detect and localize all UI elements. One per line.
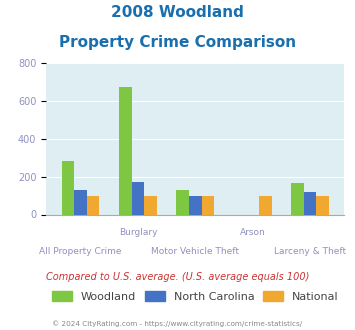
Text: Arson: Arson bbox=[240, 228, 266, 237]
Bar bbox=[202, 195, 214, 214]
Text: © 2024 CityRating.com - https://www.cityrating.com/crime-statistics/: © 2024 CityRating.com - https://www.city… bbox=[53, 320, 302, 327]
Text: All Property Crime: All Property Crime bbox=[39, 248, 122, 256]
Bar bbox=[119, 87, 132, 214]
Bar bbox=[144, 195, 157, 214]
Bar bbox=[291, 183, 304, 214]
Bar bbox=[189, 196, 202, 214]
Bar bbox=[74, 190, 87, 214]
Bar bbox=[304, 192, 316, 214]
Text: Compared to U.S. average. (U.S. average equals 100): Compared to U.S. average. (U.S. average … bbox=[46, 272, 309, 282]
Text: Property Crime Comparison: Property Crime Comparison bbox=[59, 35, 296, 50]
Bar bbox=[176, 190, 189, 214]
Bar bbox=[259, 195, 272, 214]
Text: Burglary: Burglary bbox=[119, 228, 157, 237]
Text: Motor Vehicle Theft: Motor Vehicle Theft bbox=[151, 248, 239, 256]
Text: 2008 Woodland: 2008 Woodland bbox=[111, 5, 244, 20]
Bar bbox=[87, 195, 99, 214]
Text: Larceny & Theft: Larceny & Theft bbox=[274, 248, 346, 256]
Legend: Woodland, North Carolina, National: Woodland, North Carolina, National bbox=[47, 287, 343, 307]
Bar bbox=[62, 161, 74, 214]
Bar bbox=[132, 182, 144, 214]
Bar bbox=[316, 195, 329, 214]
